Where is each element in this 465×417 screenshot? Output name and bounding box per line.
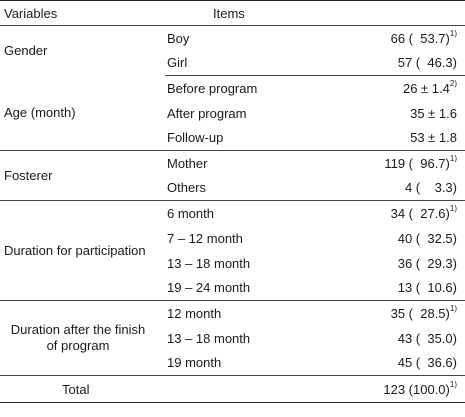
variable-duration-participation: Duration for participation bbox=[0, 200, 165, 301]
total-blank bbox=[165, 375, 317, 403]
item-label: 19 month bbox=[167, 355, 222, 371]
variable-age: Age (month) bbox=[0, 75, 165, 151]
footnote-marker: 1) bbox=[449, 304, 457, 314]
item-value: 35 ( 28.5)1) bbox=[390, 304, 457, 321]
table-row: Girl 57 ( 46.3) bbox=[0, 50, 465, 76]
item-value: 119 ( 96.7)1) bbox=[384, 154, 457, 171]
header-row: Variables Items bbox=[0, 0, 465, 26]
item-label: 19 – 24 month bbox=[165, 275, 317, 301]
item-label: 13 – 18 month bbox=[167, 255, 251, 271]
table-row: Follow-up 53 ± 1.8 bbox=[0, 125, 465, 151]
table-row: 19 month 45 ( 36.6) bbox=[0, 351, 465, 376]
header-items: Items bbox=[165, 0, 317, 26]
item-value: 45 ( 36.6) bbox=[397, 355, 457, 371]
footnote-marker: 1) bbox=[449, 29, 457, 39]
item-label: Follow-up bbox=[165, 125, 317, 151]
table-row: Others 4 ( 3.3) bbox=[0, 175, 465, 201]
table-row: Gender Boy 66 ( 53.7)1) bbox=[0, 26, 465, 58]
item-value: 35 ± 1.6 bbox=[410, 105, 457, 121]
total-value: 123 (100.0)1) bbox=[317, 375, 465, 403]
item-value: 66 ( 53.7)1) bbox=[390, 29, 457, 46]
item-value: 34 ( 27.6)1) bbox=[390, 204, 457, 221]
table-row: Age (month) Before program 26 ± 1.42) bbox=[0, 75, 465, 151]
footnote-marker: 1) bbox=[449, 204, 457, 214]
item-label: Mother bbox=[167, 155, 208, 171]
table-row: 19 – 24 month 13 ( 10.6) bbox=[0, 275, 465, 301]
table-row: 13 – 18 month 36 ( 29.3) bbox=[0, 251, 465, 276]
item-value: 53 ± 1.8 bbox=[317, 125, 465, 151]
table-row: 13 – 18 month 43 ( 35.0) bbox=[0, 326, 465, 351]
item-label: 7 – 12 month bbox=[167, 230, 243, 246]
item-value: 43 ( 35.0) bbox=[397, 330, 457, 346]
table-row: Fosterer Mother 119 ( 96.7)1) bbox=[0, 150, 465, 201]
item-value: 13 ( 10.6) bbox=[317, 275, 465, 301]
footnote-marker: 1) bbox=[449, 380, 457, 390]
item-label: Before program bbox=[167, 80, 258, 96]
item-label: Others bbox=[165, 175, 317, 201]
total-label: Total bbox=[0, 375, 165, 403]
total-row: Total 123 (100.0)1) bbox=[0, 375, 465, 403]
table-row: Duration for participation 6 month 34 ( … bbox=[0, 200, 465, 301]
variable-fosterer: Fosterer bbox=[0, 150, 165, 201]
header-blank bbox=[317, 0, 465, 26]
table-row: 7 – 12 month 40 ( 32.5) bbox=[0, 226, 465, 251]
item-label: 12 month bbox=[167, 305, 222, 321]
item-value: 40 ( 32.5) bbox=[397, 230, 457, 246]
variable-duration-after: Duration after the finish of program bbox=[10, 322, 146, 353]
item-label: 13 – 18 month bbox=[167, 330, 251, 346]
demographics-table: Variables Items Gender Boy 66 ( 53.7)1) … bbox=[0, 0, 465, 403]
item-value: 57 ( 46.3) bbox=[317, 50, 465, 76]
header-variables: Variables bbox=[0, 0, 165, 26]
item-value: 4 ( 3.3) bbox=[317, 175, 465, 201]
item-label: Boy bbox=[167, 30, 190, 46]
table-row: Duration after the finish of program 12 … bbox=[0, 301, 465, 353]
item-value: 26 ± 1.42) bbox=[402, 79, 457, 96]
footnote-marker: 1) bbox=[449, 154, 457, 164]
item-value: 36 ( 29.3) bbox=[397, 255, 457, 271]
table-row: After program 35 ± 1.6 bbox=[0, 101, 465, 126]
variable-gender: Gender bbox=[4, 43, 48, 59]
footnote-marker: 2) bbox=[449, 79, 457, 89]
item-label: Girl bbox=[165, 50, 317, 76]
item-label: 6 month bbox=[167, 205, 214, 221]
item-label: After program bbox=[167, 105, 247, 121]
